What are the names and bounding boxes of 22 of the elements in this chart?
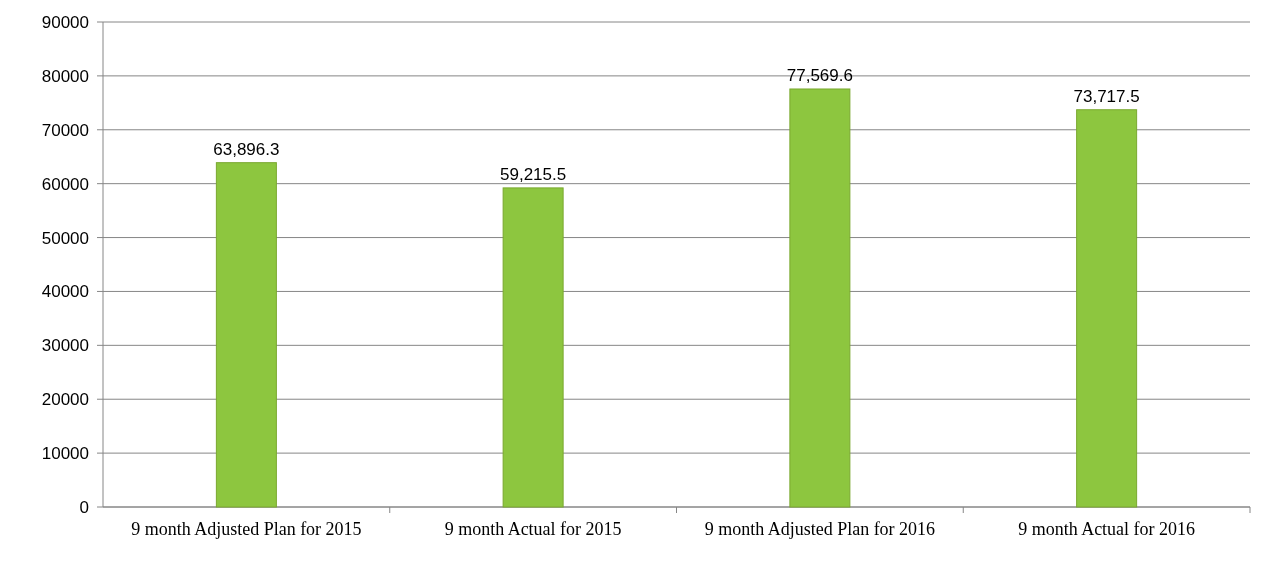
x-tick-label: 9 month Adjusted Plan for 2016	[704, 519, 936, 539]
x-tick-label: 9 month Actual for 2015	[444, 519, 622, 539]
y-tick-label: 0	[79, 497, 89, 517]
y-tick-label: 90000	[41, 12, 89, 32]
data-label: 77,569.6	[786, 65, 853, 85]
bar	[215, 162, 277, 508]
y-tick-label: 50000	[41, 228, 89, 248]
bar	[789, 88, 851, 508]
bar	[1076, 109, 1138, 508]
y-tick-label: 30000	[41, 336, 89, 356]
data-label: 59,215.5	[500, 164, 567, 184]
y-tick-label: 10000	[41, 444, 89, 464]
bar	[502, 187, 564, 508]
x-tick-label: 9 month Adjusted Plan for 2015	[131, 519, 362, 539]
y-tick-label: 20000	[41, 390, 89, 410]
y-tick-label: 70000	[41, 120, 89, 140]
data-label: 63,896.3	[213, 139, 280, 159]
x-tick-label: 9 month Actual for 2016	[1018, 519, 1196, 539]
data-label: 73,717.5	[1073, 86, 1140, 106]
y-tick-label: 40000	[41, 282, 89, 302]
y-tick-label: 60000	[41, 174, 89, 194]
y-tick-label: 80000	[41, 66, 89, 86]
